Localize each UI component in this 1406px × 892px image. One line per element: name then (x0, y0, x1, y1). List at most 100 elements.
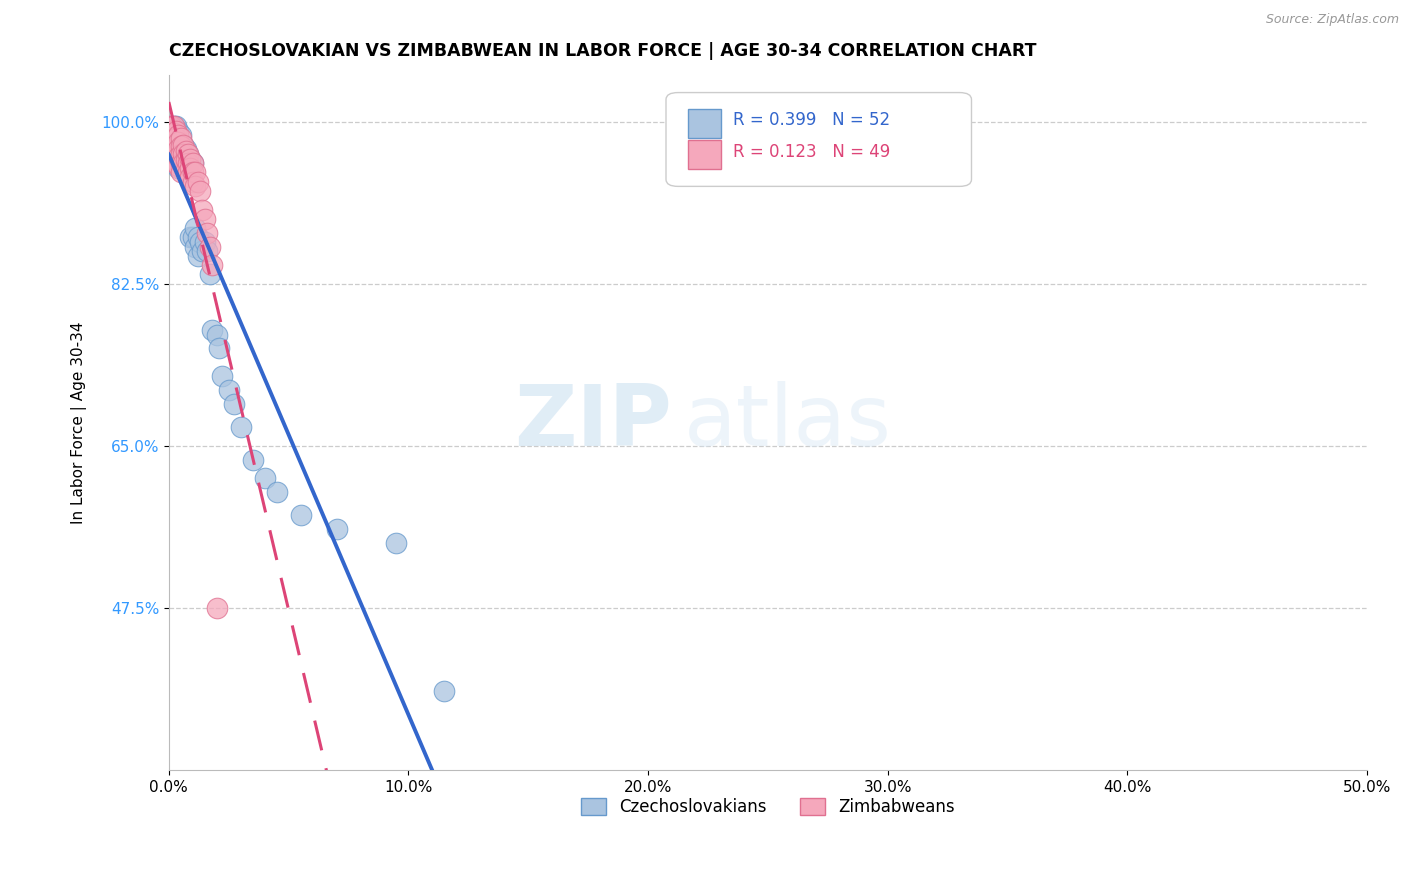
Point (165, 128, 187, 143)
Point (181, 165, 204, 179)
Point (160, 137, 183, 152)
Point (177, 156, 200, 170)
Point (177, 147, 200, 161)
Point (170, 165, 193, 179)
Point (174, 142, 197, 156)
FancyBboxPatch shape (688, 109, 721, 137)
Point (184, 179, 207, 194)
Point (170, 147, 193, 161)
Point (167, 124, 190, 138)
Point (167, 135, 190, 149)
Point (165, 156, 187, 170)
FancyBboxPatch shape (688, 140, 721, 169)
Point (184, 221, 207, 235)
Point (167, 150, 190, 164)
Point (191, 244, 214, 259)
Point (253, 471, 276, 485)
Point (174, 152, 197, 166)
Point (208, 342, 231, 356)
Point (181, 156, 204, 170)
Text: ZIP: ZIP (515, 381, 672, 464)
Point (195, 226, 218, 240)
Point (172, 137, 194, 152)
Point (211, 369, 233, 384)
Point (177, 165, 200, 179)
Point (191, 202, 214, 217)
Point (170, 156, 193, 170)
Point (160, 124, 183, 138)
Point (201, 258, 224, 272)
Point (165, 147, 187, 161)
Text: R = 0.399   N = 52: R = 0.399 N = 52 (733, 112, 890, 129)
Point (165, 131, 187, 145)
Point (170, 156, 193, 170)
Point (165, 137, 187, 152)
Point (167, 133, 190, 147)
Point (188, 184, 211, 198)
Point (177, 147, 200, 161)
Point (174, 162, 197, 177)
Point (385, 536, 408, 550)
FancyBboxPatch shape (666, 93, 972, 186)
Point (165, 147, 187, 161)
Point (167, 152, 190, 166)
Point (170, 137, 193, 152)
Point (187, 230, 209, 244)
Point (242, 452, 264, 467)
Point (266, 485, 288, 500)
Point (222, 397, 245, 411)
Point (172, 137, 194, 152)
Point (167, 128, 190, 143)
Point (167, 159, 190, 173)
Y-axis label: In Labor Force | Age 30-34: In Labor Force | Age 30-34 (72, 321, 87, 524)
Point (198, 268, 221, 282)
Point (184, 239, 207, 253)
Point (201, 323, 224, 337)
Point (179, 170, 201, 185)
Point (181, 230, 204, 244)
Point (174, 144, 197, 158)
Text: R = 0.123   N = 49: R = 0.123 N = 49 (733, 143, 890, 161)
Point (174, 153, 197, 168)
Point (170, 138, 193, 153)
Point (179, 152, 201, 166)
Point (195, 244, 218, 259)
Point (172, 147, 194, 161)
Point (290, 508, 312, 523)
Text: CZECHOSLOVAKIAN VS ZIMBABWEAN IN LABOR FORCE | AGE 30-34 CORRELATION CHART: CZECHOSLOVAKIAN VS ZIMBABWEAN IN LABOR F… (169, 42, 1036, 60)
Point (163, 142, 186, 156)
Point (172, 147, 194, 161)
Point (177, 156, 200, 170)
Point (188, 235, 211, 249)
Point (433, 684, 456, 698)
Point (163, 126, 186, 140)
Point (163, 152, 186, 166)
Point (163, 137, 186, 152)
Point (167, 161, 190, 175)
Point (229, 420, 252, 434)
Point (194, 211, 217, 226)
Point (172, 156, 194, 170)
Point (179, 152, 201, 166)
Point (205, 327, 228, 342)
Point (160, 119, 183, 133)
Point (167, 142, 190, 156)
Point (187, 175, 209, 189)
Point (170, 131, 193, 145)
Point (198, 239, 221, 253)
Point (167, 142, 190, 156)
Point (187, 249, 209, 263)
Point (181, 175, 204, 189)
Point (165, 119, 187, 133)
Point (163, 133, 186, 147)
Point (160, 124, 183, 138)
Point (172, 156, 194, 170)
Point (181, 156, 204, 170)
Point (184, 165, 207, 179)
Point (179, 161, 201, 175)
Point (160, 128, 183, 143)
Point (165, 137, 187, 152)
Point (163, 128, 186, 143)
Point (325, 522, 347, 536)
Point (205, 600, 228, 615)
